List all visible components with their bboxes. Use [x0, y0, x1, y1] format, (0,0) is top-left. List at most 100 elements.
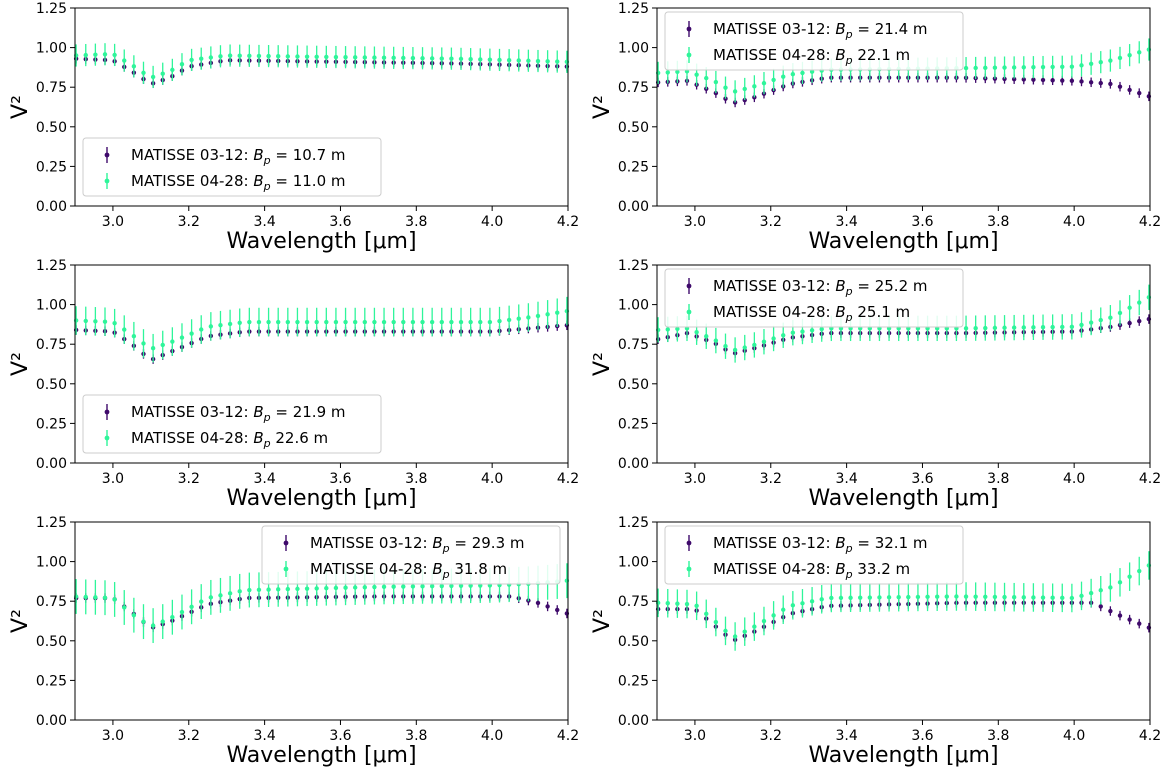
y-tick-label: 0.75: [36, 337, 67, 353]
data-point: [141, 70, 146, 75]
data-point: [237, 589, 242, 594]
data-point: [1108, 81, 1113, 87]
y-tick-label: 0.00: [36, 713, 67, 729]
y-tick-label: 1.00: [36, 555, 67, 571]
data-point: [1127, 305, 1132, 310]
y-tick-label: 1.00: [618, 41, 649, 57]
data-point: [1060, 595, 1065, 601]
legend: MATISSE 03-12: Bp = 29.3 m MATISSE 04-28:…: [261, 525, 561, 585]
data-point: [713, 619, 719, 625]
x-tick-label: 3.0: [102, 728, 124, 744]
data-point: [304, 319, 310, 325]
data-point: [1117, 580, 1123, 585]
x-tick-label: 3.6: [329, 471, 351, 487]
data-point: [675, 326, 680, 332]
data-point: [449, 583, 454, 589]
data-point: [1069, 64, 1075, 69]
data-point: [963, 326, 969, 331]
axes-frame: [74, 521, 569, 721]
data-point: [381, 55, 387, 60]
data-point: [1011, 76, 1017, 82]
data-point: [915, 594, 921, 600]
data-point: [285, 54, 291, 59]
data-point: [141, 619, 146, 624]
data-point: [285, 586, 291, 592]
data-point: [179, 335, 185, 340]
legend-entry: MATISSE 03-12: Bp = 21.4 m: [713, 20, 928, 41]
data-point: [218, 54, 223, 59]
data-point: [391, 319, 396, 325]
series-04-28: [73, 296, 570, 363]
data-point: [761, 80, 767, 86]
data-point: [1021, 325, 1026, 330]
x-tick-label: 4.0: [1063, 214, 1085, 230]
data-point: [771, 336, 776, 341]
data-point: [468, 583, 473, 588]
data-point: [761, 618, 767, 624]
x-tick-label: 4.0: [1063, 728, 1085, 744]
data-point: [381, 584, 387, 590]
data-point: [449, 56, 454, 61]
data-point: [333, 319, 339, 325]
y-tick-label: 0.25: [36, 159, 67, 175]
data-point: [516, 316, 521, 321]
x-tick-label: 4.2: [1139, 214, 1161, 230]
data-point: [694, 603, 699, 608]
data-point: [771, 613, 776, 618]
data-point: [429, 319, 435, 325]
data-point: [694, 330, 699, 335]
data-point: [1069, 595, 1075, 601]
y-tick-label: 0.50: [618, 634, 649, 650]
x-tick-label: 4.0: [481, 471, 503, 487]
legend: MATISSE 03-12: Bp = 21.4 m MATISSE 04-28:…: [664, 11, 964, 71]
data-point: [742, 97, 747, 103]
data-point: [1040, 325, 1046, 330]
y-axis-label: V²: [8, 609, 33, 633]
data-point: [752, 624, 757, 629]
data-point: [1098, 317, 1103, 323]
data-point: [458, 56, 464, 62]
y-tick-label: 0.25: [36, 673, 67, 689]
data-point: [314, 586, 319, 591]
data-point: [983, 594, 988, 599]
x-tick-label: 4.0: [481, 214, 503, 230]
data-point: [420, 56, 425, 61]
data-point: [1108, 585, 1113, 590]
data-point: [1031, 77, 1036, 82]
x-tick-label: 4.2: [557, 471, 579, 487]
y-tick-label: 0.25: [618, 673, 649, 689]
data-point: [526, 315, 531, 320]
x-tick-label: 3.2: [178, 728, 200, 744]
data-point: [160, 71, 165, 76]
y-tick-label: 0.50: [618, 377, 649, 393]
y-tick-label: 1.00: [618, 298, 649, 314]
data-point: [410, 584, 416, 589]
data-point: [304, 586, 310, 591]
data-point: [266, 587, 271, 592]
legend-entry: MATISSE 04-28: Bp 22.6 m: [131, 429, 328, 450]
data-point: [1127, 87, 1132, 93]
data-point: [1002, 594, 1007, 600]
data-point: [732, 89, 738, 94]
data-point: [199, 599, 204, 604]
data-point: [555, 607, 560, 613]
legend-marker: [104, 409, 110, 415]
data-point: [362, 55, 367, 60]
data-point: [170, 339, 175, 344]
data-point: [276, 587, 281, 592]
data-point: [1040, 77, 1046, 83]
data-point: [535, 600, 541, 606]
y-tick-label: 1.25: [618, 258, 649, 274]
data-point: [506, 58, 512, 63]
x-tick-label: 3.8: [405, 728, 427, 744]
data-point: [199, 56, 204, 61]
panel-middle-right: 0.00 0.25 0.50 0.75 1.00 1.25 3.0 3.2 3.4 3.6 3.8 4…: [590, 258, 1161, 511]
data-point: [790, 603, 796, 608]
x-tick-label: 3.2: [760, 728, 782, 744]
data-point: [1088, 80, 1094, 85]
x-tick-label: 3.6: [329, 728, 351, 744]
x-tick-label: 3.8: [987, 728, 1009, 744]
data-point: [218, 322, 223, 328]
data-point: [1002, 76, 1007, 82]
